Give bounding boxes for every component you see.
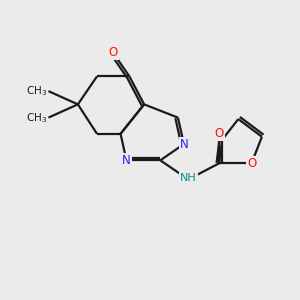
Text: O: O xyxy=(214,127,224,140)
Text: CH$_3$: CH$_3$ xyxy=(26,111,47,124)
Text: O: O xyxy=(247,157,256,170)
Text: NH: NH xyxy=(180,173,197,183)
Text: O: O xyxy=(109,46,118,59)
Text: N: N xyxy=(122,154,131,167)
Text: CH$_3$: CH$_3$ xyxy=(26,84,47,98)
Text: N: N xyxy=(179,138,188,151)
